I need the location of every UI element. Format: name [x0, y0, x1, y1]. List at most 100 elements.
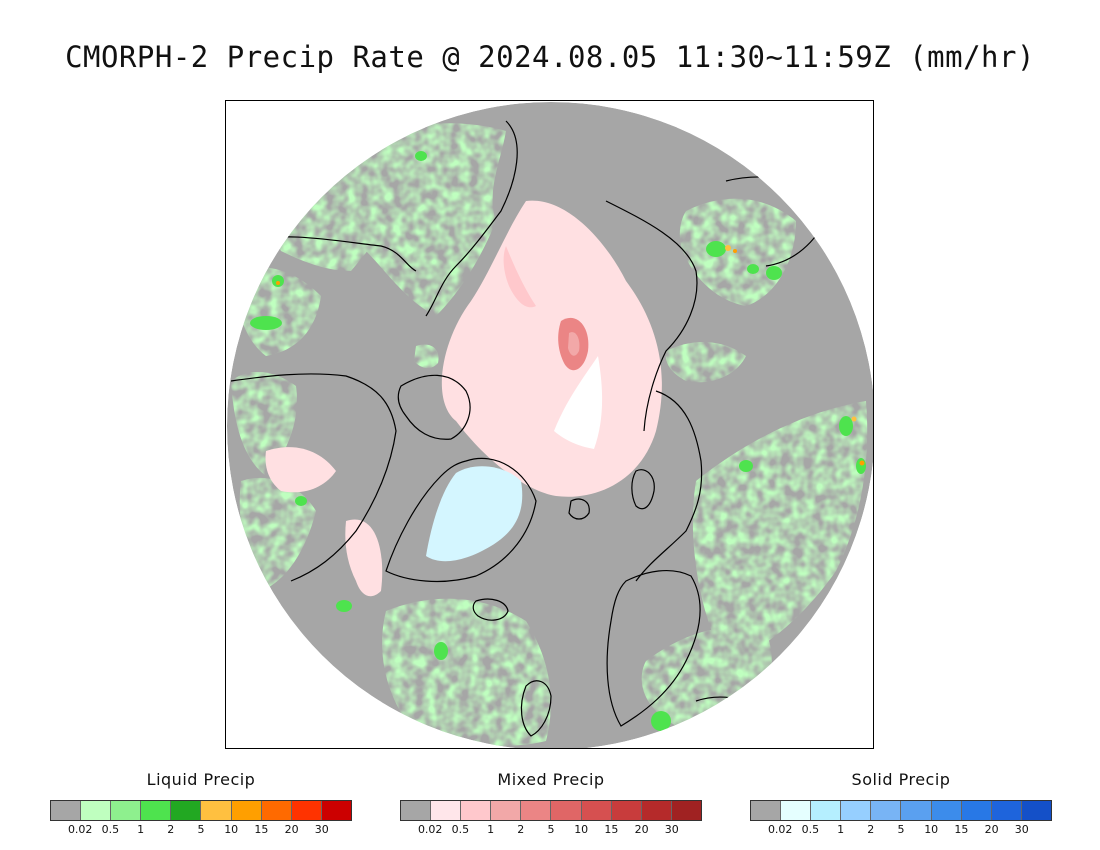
legend-solid-tick-label: 15	[954, 823, 969, 836]
polar-map-canvas	[227, 102, 873, 748]
legend-liquid-colorbar	[50, 800, 352, 821]
coastline-novaya-zemlya	[631, 469, 655, 510]
legend-mixed-title: Mixed Precip	[497, 770, 605, 789]
legend-mixed-swatch-1	[431, 801, 462, 820]
legend-mixed-ticks: 0.02 0.5 1 2 5 10 15 20 30	[400, 823, 702, 837]
legend-solid-tick-label: 0.5	[801, 823, 820, 836]
legend-mixed-tick-label: 15	[604, 823, 619, 836]
legend-solid-tick-label: 10	[924, 823, 939, 836]
liquid-core	[839, 416, 853, 436]
mixed-precip-layer	[265, 200, 662, 597]
legend-mixed-tick-label: 30	[664, 823, 679, 836]
legend-liquid-tick-label: 0.5	[101, 823, 120, 836]
legend-solid-tick-label: 20	[984, 823, 999, 836]
heavy-liquid-cell	[276, 281, 280, 285]
precip-map[interactable]	[225, 100, 874, 749]
legend-mixed-tick-label: 0.5	[451, 823, 470, 836]
liquid-precip-region-alaska	[239, 477, 316, 591]
liquid-precip-region-east-band	[665, 341, 746, 383]
legend-mixed-swatch-3	[491, 801, 522, 820]
legend-solid-tick-label: 30	[1014, 823, 1029, 836]
legend-mixed-tick-label: 20	[634, 823, 649, 836]
coastline-siberia	[425, 120, 518, 317]
legend-solid-swatch-1	[781, 801, 812, 820]
heavy-liquid-cell	[859, 460, 865, 466]
coastline-scandinavia	[606, 570, 701, 727]
legend-solid-swatch-3	[841, 801, 872, 820]
coastline-arctic-islands	[397, 374, 471, 440]
mixed-precip-band	[503, 246, 536, 308]
legend-mixed-swatch-2	[461, 801, 492, 820]
legend-mixed-tick-label: 0.02	[417, 823, 443, 836]
legend-solid-swatch-5	[901, 801, 932, 820]
coastline-russia-north	[635, 390, 703, 582]
legend-mixed-swatch-6	[581, 801, 612, 820]
mixed-precip-region-greenland-east	[345, 519, 383, 597]
liquid-precip-layer	[231, 123, 868, 746]
liquid-core	[651, 711, 671, 731]
liquid-core	[434, 642, 448, 660]
legend-liquid-swatch-2	[111, 801, 142, 820]
legend-solid-swatch-9	[1021, 801, 1051, 820]
legend-liquid-tick-label: 30	[314, 823, 329, 836]
legend-solid-title: Solid Precip	[851, 770, 951, 789]
legend-solid-swatch-2	[811, 801, 842, 820]
legend-solid-swatch-8	[991, 801, 1022, 820]
liquid-precip-region-north-atlantic	[382, 598, 551, 746]
mixed-precip-region-arctic	[441, 200, 662, 497]
liquid-core	[856, 458, 866, 474]
legend-liquid-swatch-0	[51, 801, 82, 820]
legend-liquid-swatch-5	[201, 801, 232, 820]
legend-solid: Solid Precip 0.02 0.5 1 2 5 10 15 20 30	[750, 770, 1052, 837]
liquid-precip-region-east-scatter	[692, 401, 868, 661]
heavy-liquid-cell	[725, 245, 731, 251]
liquid-core	[747, 264, 759, 274]
liquid-core	[336, 600, 352, 612]
legend-liquid-swatch-6	[231, 801, 262, 820]
legend-liquid: Liquid Precip 0.02 0.5 1 2 5 10 15 20 30	[50, 770, 352, 837]
legend-mixed-swatch-7	[611, 801, 642, 820]
liquid-core	[250, 316, 282, 330]
legend-liquid-swatch-3	[141, 801, 172, 820]
legend-mixed: Mixed Precip 0.02 0.5 1 2 5 10 15 20 30	[400, 770, 702, 837]
legend-liquid-tick-label: 0.02	[67, 823, 93, 836]
map-title: CMORPH-2 Precip Rate @ 2024.08.05 11:30~…	[65, 40, 1035, 74]
legend-solid-swatch-7	[961, 801, 992, 820]
legend-mixed-swatch-0	[401, 801, 432, 820]
legend-liquid-swatch-7	[261, 801, 292, 820]
legend-solid-tick-label: 5	[897, 823, 905, 836]
liquid-core	[295, 496, 307, 506]
legend-solid-swatch-6	[931, 801, 962, 820]
coastline-europe	[695, 696, 857, 747]
legend-liquid-swatch-4	[171, 801, 202, 820]
legend-liquid-tick-label: 5	[197, 823, 205, 836]
legend-liquid-ticks: 0.02 0.5 1 2 5 10 15 20 30	[50, 823, 352, 837]
legend-mixed-tick-label: 10	[574, 823, 589, 836]
legend-solid-colorbar	[750, 800, 1052, 821]
liquid-precip-region-canada-strip	[414, 344, 439, 369]
legend-mixed-swatch-5	[551, 801, 582, 820]
no-data-wedge	[554, 356, 603, 449]
legend-mixed-tick-label: 2	[517, 823, 525, 836]
legend-liquid-tick-label: 1	[137, 823, 145, 836]
legend-liquid-swatch-9	[321, 801, 351, 820]
coastline-greenland	[385, 457, 537, 583]
liquid-precip-region-northeast	[679, 198, 796, 306]
legend-liquid-title: Liquid Precip	[146, 770, 256, 789]
legend-mixed-colorbar	[400, 800, 702, 821]
legend-solid-tick-label: 0.02	[767, 823, 793, 836]
heavy-liquid-cell	[851, 416, 857, 422]
coastline-canada	[230, 373, 397, 582]
liquid-core	[739, 460, 753, 472]
legend-mixed-tick-label: 1	[487, 823, 495, 836]
legend-liquid-tick-label: 10	[224, 823, 239, 836]
heavy-liquid-cell	[733, 249, 737, 253]
legend-solid-tick-label: 2	[867, 823, 875, 836]
legend-mixed-swatch-4	[521, 801, 552, 820]
legend-liquid-tick-label: 2	[167, 823, 175, 836]
legend-liquid-swatch-1	[81, 801, 112, 820]
legend-mixed-swatch-9	[671, 801, 701, 820]
legend-mixed-swatch-8	[641, 801, 672, 820]
coastline-east-siberia	[605, 200, 698, 432]
legend-solid-tick-label: 1	[837, 823, 845, 836]
